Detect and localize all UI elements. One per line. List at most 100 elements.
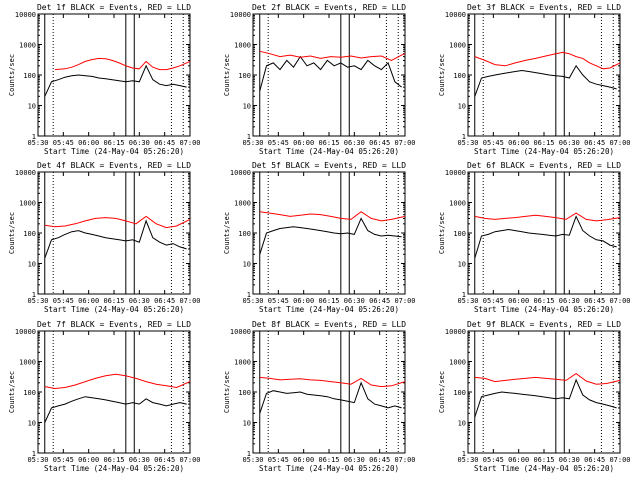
x-tick-label: 05:30 bbox=[242, 139, 263, 147]
y-tick-label: 1000 bbox=[234, 200, 251, 208]
series-lld-line bbox=[474, 372, 621, 385]
y-tick-label: 10000 bbox=[230, 11, 251, 19]
x-tick-label: 06:15 bbox=[318, 456, 339, 464]
x-tick-label: 07:00 bbox=[179, 297, 200, 305]
series-events-line bbox=[44, 396, 187, 423]
series-lld-line bbox=[44, 373, 191, 390]
series-lld-line bbox=[54, 57, 191, 71]
y-tick-label: 100 bbox=[23, 72, 36, 80]
series-events-line bbox=[259, 55, 402, 92]
x-tick-label: 06:15 bbox=[533, 139, 554, 147]
y-tick-label: 1 bbox=[247, 291, 251, 299]
x-tick-label: 05:30 bbox=[27, 297, 48, 305]
chart-panel-1: Det 1f BLACK = Events, RED = LLD 1 10 100 10… bbox=[8, 3, 201, 156]
y-tick-label: 1000 bbox=[449, 359, 466, 367]
x-tick-label: 06:45 bbox=[154, 297, 175, 305]
y-tick-label: 1 bbox=[462, 291, 466, 299]
x-tick-label: 07:00 bbox=[609, 456, 630, 464]
y-tick-label: 10000 bbox=[445, 11, 466, 19]
x-tick-label: 06:15 bbox=[103, 456, 124, 464]
x-tick-label: 07:00 bbox=[179, 456, 200, 464]
chart-title: Det 7f BLACK = Events, RED = LLD bbox=[37, 320, 191, 329]
chart-panel-5: Det 5f BLACK = Events, RED = LLD 1 10 100 10… bbox=[223, 161, 416, 314]
y-tick-label: 1000 bbox=[19, 359, 36, 367]
x-tick-label: 05:45 bbox=[268, 139, 289, 147]
x-tick-label: 05:45 bbox=[483, 139, 504, 147]
x-tick-label: 05:45 bbox=[483, 456, 504, 464]
y-tick-label: 10 bbox=[458, 261, 466, 269]
series-events-line bbox=[474, 378, 617, 418]
series-events-line bbox=[44, 219, 187, 259]
x-tick-label: 06:45 bbox=[584, 456, 605, 464]
y-tick-label: 10000 bbox=[15, 328, 36, 336]
x-tick-label: 05:30 bbox=[457, 139, 478, 147]
x-tick-label: 06:00 bbox=[293, 456, 314, 464]
x-tick-label: 06:45 bbox=[154, 139, 175, 147]
y-tick-label: 100 bbox=[23, 389, 36, 397]
x-axis-label: Start Time (24-May-04 05:26:20) bbox=[259, 147, 399, 156]
y-tick-label: 10 bbox=[458, 103, 466, 111]
x-tick-label: 05:30 bbox=[27, 456, 48, 464]
x-tick-label: 05:45 bbox=[268, 297, 289, 305]
x-tick-label: 07:00 bbox=[609, 139, 630, 147]
y-tick-label: 10000 bbox=[230, 169, 251, 177]
x-tick-label: 05:30 bbox=[242, 456, 263, 464]
x-tick-label: 06:30 bbox=[344, 297, 365, 305]
x-tick-label: 06:15 bbox=[533, 456, 554, 464]
x-tick-label: 06:00 bbox=[508, 139, 529, 147]
x-tick-label: 06:15 bbox=[533, 297, 554, 305]
chart-title: Det 1f BLACK = Events, RED = LLD bbox=[37, 3, 191, 12]
x-tick-label: 05:45 bbox=[53, 297, 74, 305]
x-tick-label: 06:00 bbox=[293, 139, 314, 147]
x-tick-label: 05:30 bbox=[457, 297, 478, 305]
y-tick-label: 100 bbox=[23, 230, 36, 238]
y-tick-label: 10 bbox=[28, 103, 36, 111]
y-tick-label: 1000 bbox=[449, 200, 466, 208]
chart-panel-6: Det 6f BLACK = Events, RED = LLD 1 10 100 10… bbox=[438, 161, 631, 314]
x-tick-label: 07:00 bbox=[609, 297, 630, 305]
chart-panel-8: Det 8f BLACK = Events, RED = LLD 1 10 100 10… bbox=[223, 320, 416, 473]
chart-panel-4: Det 4f BLACK = Events, RED = LLD 1 10 100 10… bbox=[8, 161, 201, 314]
y-tick-label: 100 bbox=[453, 72, 466, 80]
chart-panel-7: Det 7f BLACK = Events, RED = LLD 1 10 100 10… bbox=[8, 320, 201, 473]
x-tick-label: 07:00 bbox=[394, 297, 415, 305]
x-tick-label: 06:15 bbox=[103, 297, 124, 305]
y-tick-label: 10000 bbox=[230, 328, 251, 336]
x-axis-label: Start Time (24-May-04 05:26:20) bbox=[474, 147, 614, 156]
plot-frame bbox=[467, 330, 621, 454]
y-tick-label: 1 bbox=[462, 133, 466, 141]
x-tick-label: 06:45 bbox=[584, 139, 605, 147]
x-axis-label: Start Time (24-May-04 05:26:20) bbox=[44, 305, 184, 314]
x-tick-label: 05:45 bbox=[483, 297, 504, 305]
plot-frame bbox=[252, 13, 406, 137]
y-tick-label: 1000 bbox=[19, 200, 36, 208]
plot-frame bbox=[37, 171, 191, 295]
y-tick-label: 100 bbox=[453, 389, 466, 397]
y-tick-label: 1000 bbox=[234, 359, 251, 367]
x-tick-label: 06:00 bbox=[508, 297, 529, 305]
y-axis-label: Counts/sec bbox=[8, 212, 16, 254]
y-tick-label: 1 bbox=[32, 450, 36, 458]
y-tick-label: 10 bbox=[28, 261, 36, 269]
x-tick-label: 06:15 bbox=[318, 297, 339, 305]
x-tick-label: 06:45 bbox=[369, 297, 390, 305]
x-tick-label: 07:00 bbox=[394, 456, 415, 464]
x-axis-label: Start Time (24-May-04 05:26:20) bbox=[44, 147, 184, 156]
chart-title: Det 3f BLACK = Events, RED = LLD bbox=[467, 3, 621, 12]
y-tick-label: 10 bbox=[243, 420, 251, 428]
y-tick-label: 100 bbox=[238, 72, 251, 80]
x-tick-label: 06:00 bbox=[78, 456, 99, 464]
x-tick-label: 06:00 bbox=[293, 297, 314, 305]
plot-frame bbox=[252, 171, 406, 295]
chart-title: Det 2f BLACK = Events, RED = LLD bbox=[252, 3, 406, 12]
x-axis-label: Start Time (24-May-04 05:26:20) bbox=[44, 464, 184, 473]
x-tick-label: 05:30 bbox=[242, 297, 263, 305]
series-events-line bbox=[259, 217, 402, 255]
y-tick-label: 1 bbox=[247, 133, 251, 141]
series-lld-line bbox=[259, 376, 406, 388]
series-lld-line bbox=[474, 51, 621, 70]
chart-panel-3: Det 3f BLACK = Events, RED = LLD 1 10 100 10… bbox=[438, 3, 631, 156]
x-axis-label: Start Time (24-May-04 05:26:20) bbox=[259, 305, 399, 314]
x-tick-label: 06:30 bbox=[559, 456, 580, 464]
x-tick-label: 06:30 bbox=[129, 139, 150, 147]
